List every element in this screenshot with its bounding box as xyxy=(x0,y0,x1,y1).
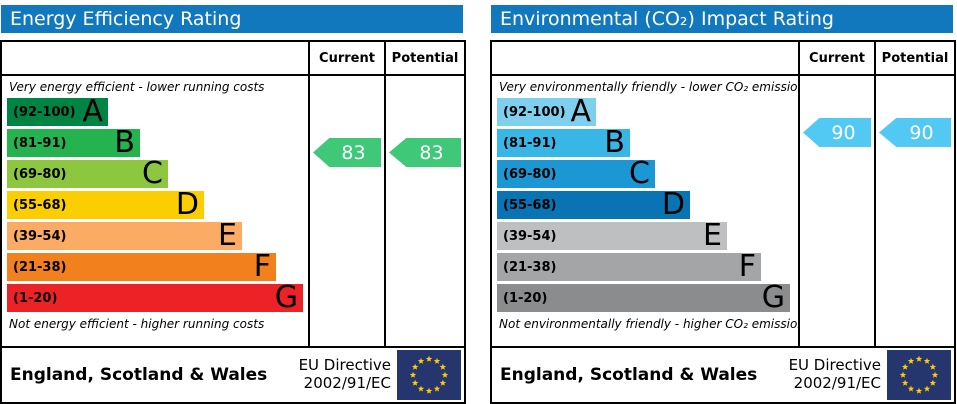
band-range: (69-80) xyxy=(503,166,557,182)
table-header-row: Current Potential xyxy=(2,42,464,76)
current-rating-arrow: 83 xyxy=(313,138,381,167)
header-spacer xyxy=(2,42,308,74)
eu-flag-stars xyxy=(409,355,449,394)
band-letter: F xyxy=(253,249,271,284)
current-cell: 90 xyxy=(798,76,874,346)
eu-directive-line2: 2002/91/EC xyxy=(303,374,391,392)
region-label: England, Scotland & Wales xyxy=(10,365,268,385)
band-range: (81-91) xyxy=(503,135,557,151)
band-e: (39-54) E xyxy=(7,218,242,253)
band-range: (39-54) xyxy=(13,228,67,244)
band-range: (55-68) xyxy=(503,197,557,213)
current-column-header: Current xyxy=(798,42,874,74)
potential-cell: 83 xyxy=(384,76,464,346)
eu-directive-label: EU Directive 2002/91/EC xyxy=(299,357,391,392)
band-g: (1-20) G xyxy=(497,280,790,315)
band-letter: E xyxy=(703,218,722,253)
eu-flag-icon xyxy=(397,350,461,400)
potential-cell: 90 xyxy=(874,76,954,346)
band-range: (92-100) xyxy=(503,104,566,120)
current-column-header: Current xyxy=(308,42,384,74)
band-c: (69-80) C xyxy=(7,156,168,191)
band-range: (55-68) xyxy=(13,197,67,213)
band-a: (92-100) A xyxy=(7,94,108,129)
table-body: Very energy efficient - lower running co… xyxy=(2,76,464,346)
band-d: (55-68) D xyxy=(497,187,690,222)
band-c: (69-80) C xyxy=(497,156,655,191)
band-g: (1-20) G xyxy=(7,280,303,315)
band-letter: D xyxy=(661,187,685,222)
header-spacer xyxy=(492,42,798,74)
environmental-impact-panel: Environmental (CO₂) Impact Rating Curren… xyxy=(490,0,956,404)
top-note: Very energy efficient - lower running co… xyxy=(9,80,265,94)
potential-column-header: Potential xyxy=(384,42,464,74)
band-letter: D xyxy=(175,187,199,222)
band-b: (81-91) B xyxy=(497,125,630,160)
potential-rating-value: 90 xyxy=(909,121,934,144)
eu-directive-line1: EU Directive xyxy=(788,356,881,375)
current-cell: 83 xyxy=(308,76,384,346)
potential-column-header: Potential xyxy=(874,42,954,74)
energy-efficiency-panel: Energy Efficiency Rating Current Potenti… xyxy=(0,0,466,404)
band-b: (81-91) B xyxy=(7,125,140,160)
band-range: (92-100) xyxy=(13,104,76,120)
rating-table: Current Potential Very energy efficient … xyxy=(0,40,466,404)
top-note: Very environmentally friendly - lower CO… xyxy=(499,80,798,94)
panel-title: Energy Efficiency Rating xyxy=(1,5,463,33)
current-rating-value: 83 xyxy=(341,141,366,164)
band-range: (1-20) xyxy=(503,290,548,306)
band-letter: A xyxy=(570,94,591,129)
rating-table: Current Potential Very environmentally f… xyxy=(490,40,956,404)
band-f: (21-38) F xyxy=(7,249,276,284)
band-letter: G xyxy=(761,280,785,315)
bands-column: Very environmentally friendly - lower CO… xyxy=(492,76,798,346)
band-range: (39-54) xyxy=(503,228,557,244)
band-letter: C xyxy=(629,156,650,191)
band-range: (21-38) xyxy=(13,259,67,275)
table-footer: England, Scotland & Wales EU Directive 2… xyxy=(2,346,464,402)
band-letter: G xyxy=(274,280,298,315)
band-e: (39-54) E xyxy=(497,218,727,253)
band-letter: C xyxy=(142,156,163,191)
band-letter: A xyxy=(82,94,103,129)
band-range: (21-38) xyxy=(503,259,557,275)
eu-directive-line2: 2002/91/EC xyxy=(793,374,881,392)
band-f: (21-38) F xyxy=(497,249,761,284)
eu-directive-line1: EU Directive xyxy=(298,356,391,375)
table-header-row: Current Potential xyxy=(492,42,954,76)
potential-rating-arrow: 90 xyxy=(879,118,951,147)
potential-rating-arrow: 83 xyxy=(389,138,461,167)
eu-flag-icon xyxy=(887,350,951,400)
band-d: (55-68) D xyxy=(7,187,204,222)
band-range: (81-91) xyxy=(13,135,67,151)
band-letter: F xyxy=(738,249,756,284)
band-letter: B xyxy=(114,125,135,160)
current-rating-value: 90 xyxy=(831,121,856,144)
band-letter: E xyxy=(218,218,237,253)
potential-rating-value: 83 xyxy=(419,141,444,164)
region-label: England, Scotland & Wales xyxy=(500,365,758,385)
band-letter: B xyxy=(604,125,625,160)
table-footer: England, Scotland & Wales EU Directive 2… xyxy=(492,346,954,402)
eu-directive-label: EU Directive 2002/91/EC xyxy=(789,357,881,392)
band-a: (92-100) A xyxy=(497,94,596,129)
band-range: (1-20) xyxy=(13,290,58,306)
eu-flag-stars xyxy=(899,355,939,394)
bottom-note: Not environmentally friendly - higher CO… xyxy=(499,317,798,331)
panel-title: Environmental (CO₂) Impact Rating xyxy=(491,5,953,33)
bottom-note: Not energy efficient - higher running co… xyxy=(9,317,265,331)
bands-column: Very energy efficient - lower running co… xyxy=(2,76,308,346)
band-range: (69-80) xyxy=(13,166,67,182)
current-rating-arrow: 90 xyxy=(803,118,871,147)
table-body: Very environmentally friendly - lower CO… xyxy=(492,76,954,346)
